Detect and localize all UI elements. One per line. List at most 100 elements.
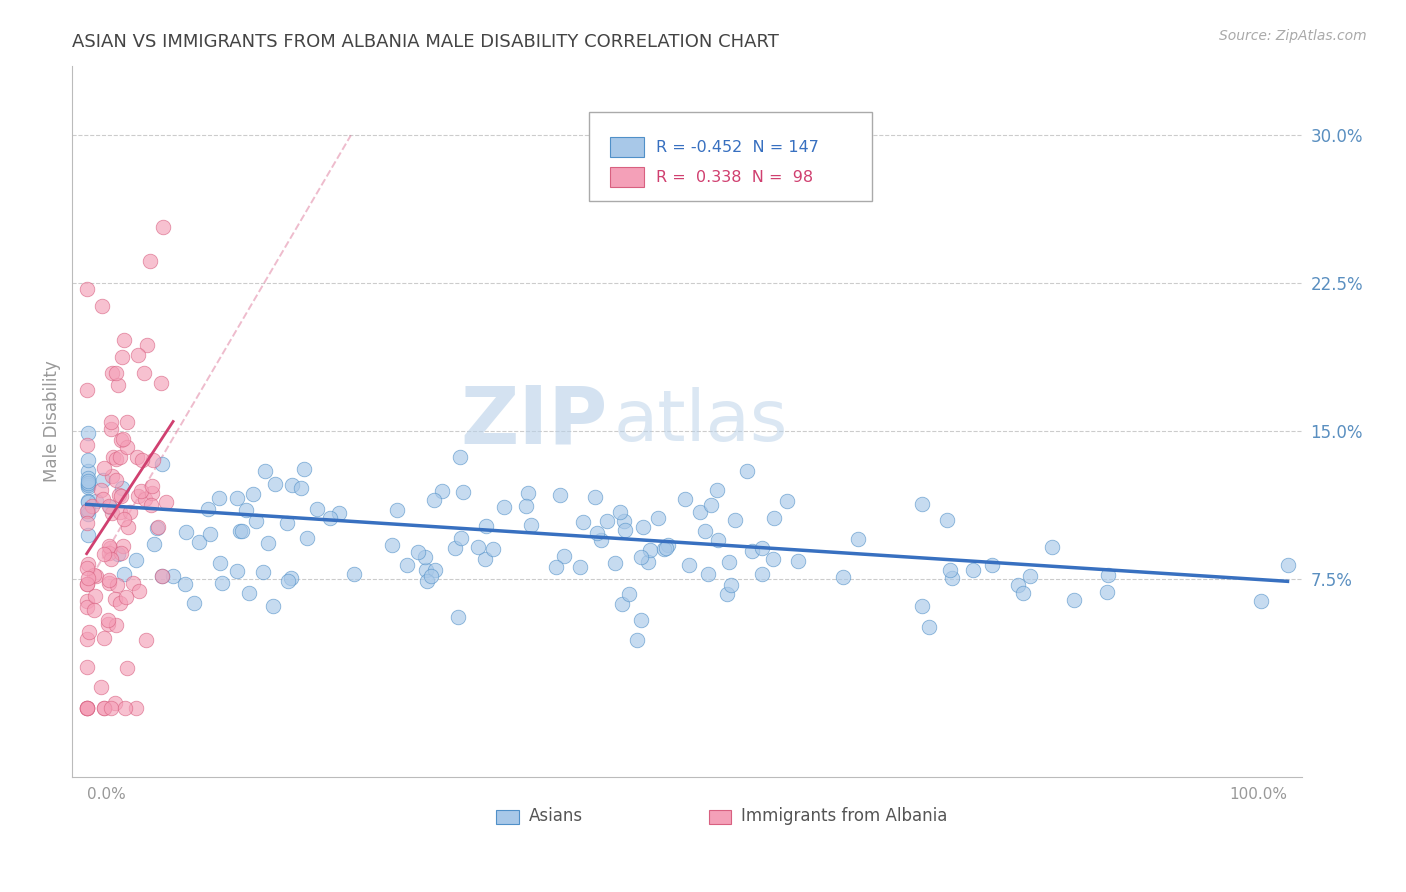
Point bbox=[280, 571, 302, 585]
Point bbox=[183, 596, 205, 610]
FancyBboxPatch shape bbox=[610, 168, 644, 187]
Point bbox=[568, 560, 591, 574]
Point bbox=[572, 516, 595, 530]
Point bbox=[149, 376, 172, 391]
Point bbox=[262, 599, 284, 613]
Point bbox=[1250, 593, 1272, 607]
Point bbox=[107, 547, 129, 561]
Point bbox=[83, 568, 105, 582]
Point bbox=[112, 511, 135, 525]
Point bbox=[444, 541, 467, 555]
Point bbox=[76, 632, 98, 646]
Point bbox=[111, 351, 134, 365]
Point bbox=[83, 589, 105, 603]
Point bbox=[98, 546, 121, 560]
Point bbox=[583, 490, 606, 504]
Point bbox=[693, 524, 716, 539]
Point bbox=[114, 700, 136, 714]
Point bbox=[79, 624, 101, 639]
Point bbox=[145, 520, 167, 534]
Point bbox=[76, 474, 98, 488]
Point bbox=[395, 558, 418, 572]
Point bbox=[77, 557, 100, 571]
Point bbox=[238, 586, 260, 600]
Point bbox=[264, 477, 287, 491]
Point bbox=[640, 543, 662, 558]
Point bbox=[76, 576, 98, 591]
Point bbox=[517, 486, 540, 500]
Text: Asians: Asians bbox=[529, 806, 582, 825]
Point bbox=[80, 500, 103, 514]
Point bbox=[413, 549, 436, 564]
Point bbox=[716, 587, 738, 601]
Point bbox=[474, 552, 496, 566]
Point bbox=[450, 531, 472, 545]
Point bbox=[76, 599, 98, 614]
Point bbox=[1095, 585, 1118, 599]
Point bbox=[416, 574, 439, 588]
Point bbox=[918, 620, 941, 634]
Point bbox=[112, 333, 135, 347]
Point bbox=[76, 453, 98, 467]
Point bbox=[162, 569, 184, 583]
Point bbox=[741, 544, 763, 558]
Point bbox=[609, 504, 631, 518]
Point bbox=[105, 366, 128, 380]
Point bbox=[520, 518, 543, 533]
Point bbox=[751, 566, 773, 581]
Point bbox=[911, 497, 934, 511]
Point bbox=[83, 602, 105, 616]
Point bbox=[105, 578, 128, 592]
Point bbox=[98, 539, 121, 553]
Text: ZIP: ZIP bbox=[460, 383, 607, 460]
Point bbox=[110, 433, 132, 447]
Point bbox=[911, 599, 934, 614]
Point bbox=[846, 532, 869, 546]
Point bbox=[235, 503, 257, 517]
Point bbox=[544, 559, 567, 574]
Point bbox=[776, 494, 799, 508]
Point bbox=[76, 383, 98, 397]
Point bbox=[1011, 585, 1033, 599]
FancyBboxPatch shape bbox=[709, 810, 731, 824]
Point bbox=[76, 504, 98, 518]
Point bbox=[128, 584, 150, 599]
Point bbox=[515, 500, 537, 514]
Point bbox=[150, 457, 173, 471]
Point bbox=[630, 613, 652, 627]
Point bbox=[107, 378, 129, 392]
Point bbox=[613, 514, 636, 528]
Point bbox=[76, 503, 98, 517]
Point bbox=[76, 659, 98, 673]
Point bbox=[136, 338, 159, 352]
Point bbox=[76, 438, 98, 452]
Point bbox=[689, 505, 711, 519]
Point bbox=[474, 519, 496, 533]
FancyBboxPatch shape bbox=[589, 112, 872, 202]
Point bbox=[105, 473, 128, 487]
Point bbox=[307, 502, 329, 516]
Point bbox=[76, 475, 98, 490]
Point bbox=[141, 486, 163, 500]
Point bbox=[617, 587, 640, 601]
Point bbox=[76, 700, 98, 714]
Point bbox=[1040, 541, 1063, 555]
Point bbox=[678, 558, 700, 573]
Point bbox=[76, 425, 98, 440]
Point bbox=[786, 554, 808, 568]
Point bbox=[655, 541, 678, 555]
Point bbox=[93, 700, 115, 714]
Point bbox=[112, 566, 135, 581]
Point bbox=[700, 498, 723, 512]
Point bbox=[135, 632, 157, 647]
Text: R = -0.452  N = 147: R = -0.452 N = 147 bbox=[657, 139, 820, 154]
Point bbox=[720, 578, 742, 592]
Point bbox=[231, 524, 253, 539]
Point bbox=[76, 480, 98, 494]
Text: 100.0%: 100.0% bbox=[1229, 787, 1288, 802]
Point bbox=[105, 452, 128, 467]
Point bbox=[115, 415, 138, 429]
Point bbox=[208, 556, 231, 570]
Point bbox=[115, 660, 138, 674]
Point bbox=[76, 561, 98, 575]
